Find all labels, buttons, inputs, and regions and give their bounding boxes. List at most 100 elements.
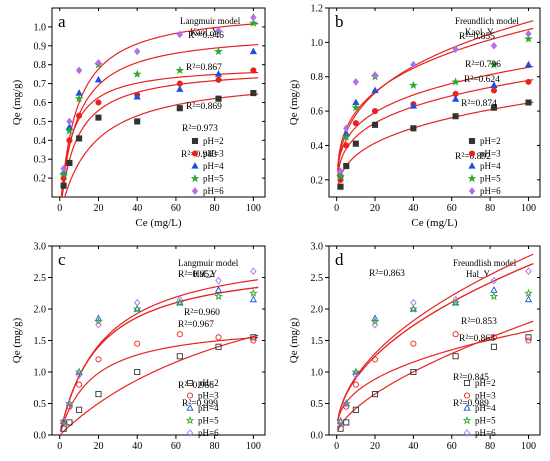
data-point-pH=4 (59, 417, 68, 424)
legend-label: pH=5 (475, 416, 496, 426)
data-point-pH=5 (175, 298, 185, 307)
fit-curve-pH=4 (60, 71, 259, 197)
data-point-pH=6 (60, 417, 67, 425)
x-tick-label: 80 (210, 441, 220, 452)
y-tick-label: 2.5 (34, 273, 47, 284)
data-point-pH=3 (176, 331, 183, 338)
model-name: Langmuir model (178, 258, 239, 268)
data-point-pH=2 (371, 121, 379, 128)
data-point-pH=5 (94, 316, 103, 326)
data-point-pH=3 (215, 334, 222, 341)
data-point-pH=5 (132, 304, 142, 313)
x-tick-label: 60 (171, 203, 181, 214)
legend-marker-pH=2 (186, 379, 194, 387)
legend-label: pH=6 (203, 186, 224, 196)
fit-curve-pH=4 (337, 263, 534, 422)
y-tick-label: 0.5 (34, 399, 47, 410)
data-point-pH=4 (249, 295, 258, 303)
legend-label: pH=6 (198, 428, 219, 438)
data-point-pH=6 (215, 26, 222, 35)
r-squared-label: R²=0.973 (182, 124, 218, 134)
legend-label: pH=6 (480, 186, 501, 196)
data-point-pH=6 (352, 78, 360, 86)
data-point-pH=2 (95, 391, 102, 398)
data-point-pH=2 (337, 425, 344, 432)
legend-marker-pH=3 (463, 392, 471, 399)
legend-label: pH=3 (480, 149, 501, 159)
y-tick-label: 1.5 (311, 336, 324, 347)
data-point-pH=2 (76, 406, 83, 413)
legend-marker-pH=4 (468, 162, 476, 169)
data-point-pH=5 (489, 291, 499, 301)
data-point-pH=4 (409, 305, 418, 312)
data-point-pH=3 (371, 356, 379, 363)
data-point-pH=6 (75, 66, 83, 75)
data-point-pH=3 (371, 108, 379, 115)
data-point-pH=4 (176, 85, 184, 92)
fit-curve-pH=2 (337, 320, 534, 432)
x-tick-label: 60 (171, 441, 181, 452)
y-tick-label: 0.2 (34, 174, 47, 185)
y-tick-label: 0.4 (34, 136, 47, 147)
data-point-pH=2 (452, 353, 459, 360)
x-tick-label: 40 (408, 441, 418, 452)
data-point-pH=2 (452, 113, 459, 120)
data-point-pH=4 (133, 305, 141, 312)
legend-label: pH=4 (198, 403, 219, 413)
y-tick-label: 1.5 (34, 336, 47, 347)
r-squared-label: R²=0.845 (453, 373, 489, 383)
material-name: Hal_Y (466, 269, 490, 279)
r-squared-label: R²=0.624 (464, 75, 500, 85)
data-point-pH=6 (176, 30, 183, 39)
data-point-pH=4 (214, 70, 223, 77)
x-tick-label: 20 (370, 203, 380, 214)
data-point-pH=2 (66, 159, 73, 167)
panel-b: 0 20 40 60 80 100 0.2 0.4 0.6 0.8 1.0 1.2 Ce (mg/L) Q… (288, 4, 541, 229)
y-axis-label: Qe (mg/g) (288, 317, 300, 363)
x-tick-label: 20 (370, 441, 380, 452)
data-point-pH=3 (95, 99, 102, 106)
r-squared-label: R²=0.869 (186, 102, 222, 112)
y-tick-label: 1.2 (311, 4, 324, 15)
data-point-pH=2 (215, 343, 222, 350)
data-point-pH=4 (214, 286, 223, 293)
data-point-pH=2 (410, 125, 417, 132)
data-point-pH=6 (95, 320, 102, 329)
data-point-pH=6 (452, 295, 459, 304)
data-point-pH=5 (248, 288, 258, 297)
data-point-pH=6 (66, 399, 73, 408)
data-point-pH=3 (215, 76, 222, 83)
legend-marker-pH=4 (463, 404, 471, 411)
data-point-pH=5 (370, 316, 380, 326)
y-tick-label: 0.9 (34, 41, 47, 52)
x-tick-label: 0 (334, 441, 339, 452)
legend-marker-pH=2 (191, 137, 199, 145)
legend-marker-pH=4 (191, 162, 199, 169)
y-tick-label: 1.0 (311, 368, 324, 379)
fit-curve-pH=2 (337, 101, 534, 189)
material-name: Kaol_Y (190, 27, 219, 37)
data-point-pH=3 (452, 331, 459, 338)
data-point-pH=2 (134, 118, 141, 125)
legend-label: pH=3 (198, 391, 219, 401)
data-point-pH=5 (74, 94, 84, 103)
material-name: Kaol_Y (465, 27, 494, 37)
data-point-pH=4 (176, 298, 184, 306)
y-tick-label: 0.0 (34, 431, 47, 442)
data-point-pH=6 (134, 298, 141, 307)
data-point-pH=6 (371, 320, 379, 329)
fit-curve-pH=2 (64, 93, 259, 197)
data-point-pH=5 (214, 291, 223, 301)
legend-marker-pH=6 (468, 187, 476, 195)
x-tick-label: 100 (521, 203, 536, 214)
data-point-pH=2 (60, 182, 67, 189)
data-point-pH=5 (351, 367, 361, 376)
legend-label: pH=3 (203, 149, 224, 159)
y-tick-label: 0.8 (34, 60, 47, 71)
panel-label: b (335, 12, 344, 31)
x-tick-label: 20 (93, 203, 103, 214)
data-point-pH=6 (371, 71, 379, 79)
data-point-pH=2 (176, 353, 183, 360)
data-point-pH=6 (75, 371, 83, 379)
